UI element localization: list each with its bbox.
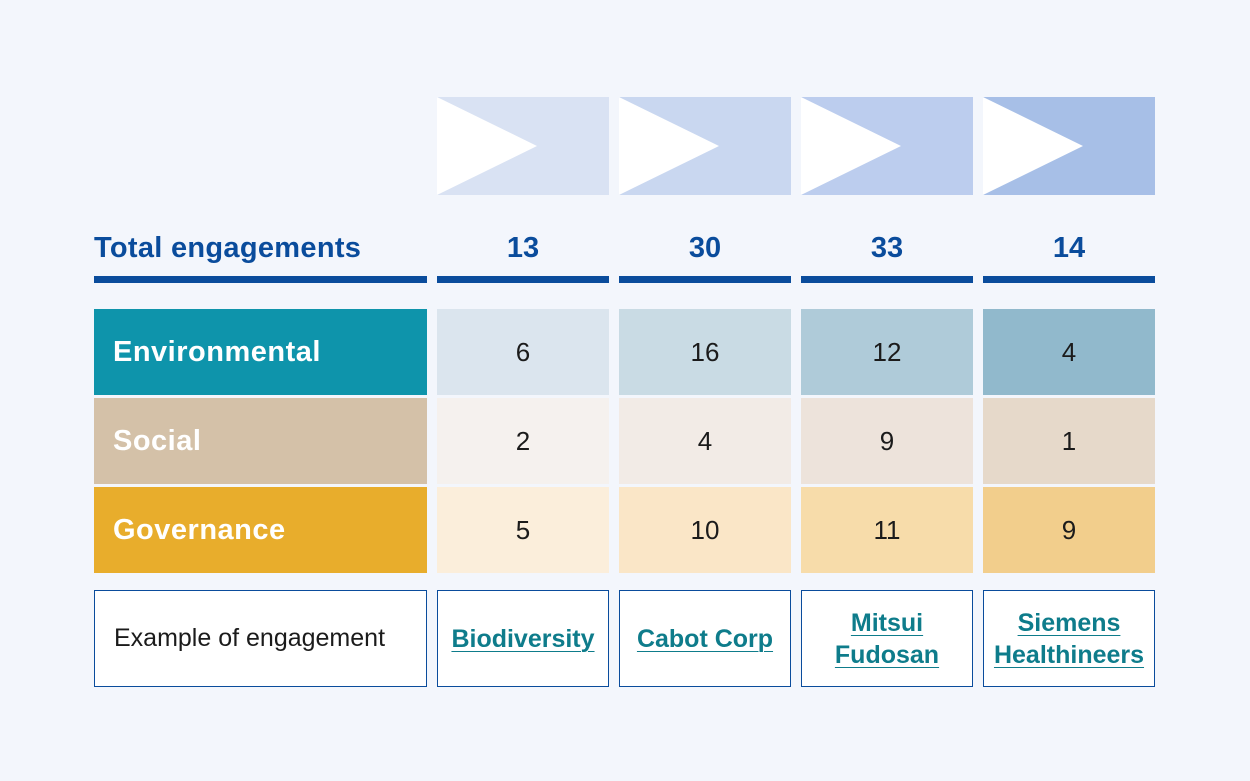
total-engagements-value: 33 (870, 232, 904, 264)
total-engagements-label: Total engagements (94, 232, 362, 264)
cell-governance-2: 10 (619, 487, 791, 573)
stage-1-header: 1 (437, 97, 609, 195)
column-rule (801, 276, 973, 283)
header-rule (94, 276, 427, 283)
total-engagements-value: 30 (688, 232, 722, 264)
total-engagements-value: 13 (506, 232, 540, 264)
row-label-governance: Governance (94, 487, 427, 573)
example-box: Biodiversity (437, 590, 609, 687)
cell-environmental-4: 4 (983, 309, 1155, 395)
total-engagements-value: 14 (1052, 232, 1086, 264)
row-label-environmental: Environmental (94, 309, 427, 395)
example-box: Mitsui Fudosan (801, 590, 973, 687)
row-label-social: Social (94, 398, 427, 484)
column-rule (983, 276, 1155, 283)
cell-environmental-3: 12 (801, 309, 973, 395)
example-of-engagement-label: Example of engagement (94, 590, 427, 687)
cell-social-1: 2 (437, 398, 609, 484)
stage-4-header: 4 (983, 97, 1155, 195)
arrow-icon (437, 97, 537, 195)
column-rule (437, 276, 609, 283)
cell-environmental-1: 6 (437, 309, 609, 395)
example-link-3[interactable]: Mitsui Fudosan (834, 608, 940, 669)
stage-number: 1 (447, 121, 469, 163)
arrow-icon (801, 97, 901, 195)
stage-number: 3 (811, 121, 833, 163)
cell-governance-1: 5 (437, 487, 609, 573)
stage-number: 2 (629, 121, 651, 163)
stage-3-header: 3 (801, 97, 973, 195)
cell-governance-4: 9 (983, 487, 1155, 573)
cell-governance-3: 11 (801, 487, 973, 573)
cell-social-3: 9 (801, 398, 973, 484)
arrow-icon (619, 97, 719, 195)
stage-number: 4 (993, 121, 1015, 163)
stage-2-header: 2 (619, 97, 791, 195)
example-box: Siemens Healthineers (983, 590, 1155, 687)
arrow-icon (983, 97, 1083, 195)
example-link-2[interactable]: Cabot Corp (636, 624, 774, 653)
column-rule (619, 276, 791, 283)
example-link-1[interactable]: Biodiversity (451, 624, 595, 653)
cell-social-4: 1 (983, 398, 1155, 484)
cell-social-2: 4 (619, 398, 791, 484)
example-link-4[interactable]: Siemens Healthineers (993, 608, 1145, 669)
example-box: Cabot Corp (619, 590, 791, 687)
cell-environmental-2: 16 (619, 309, 791, 395)
